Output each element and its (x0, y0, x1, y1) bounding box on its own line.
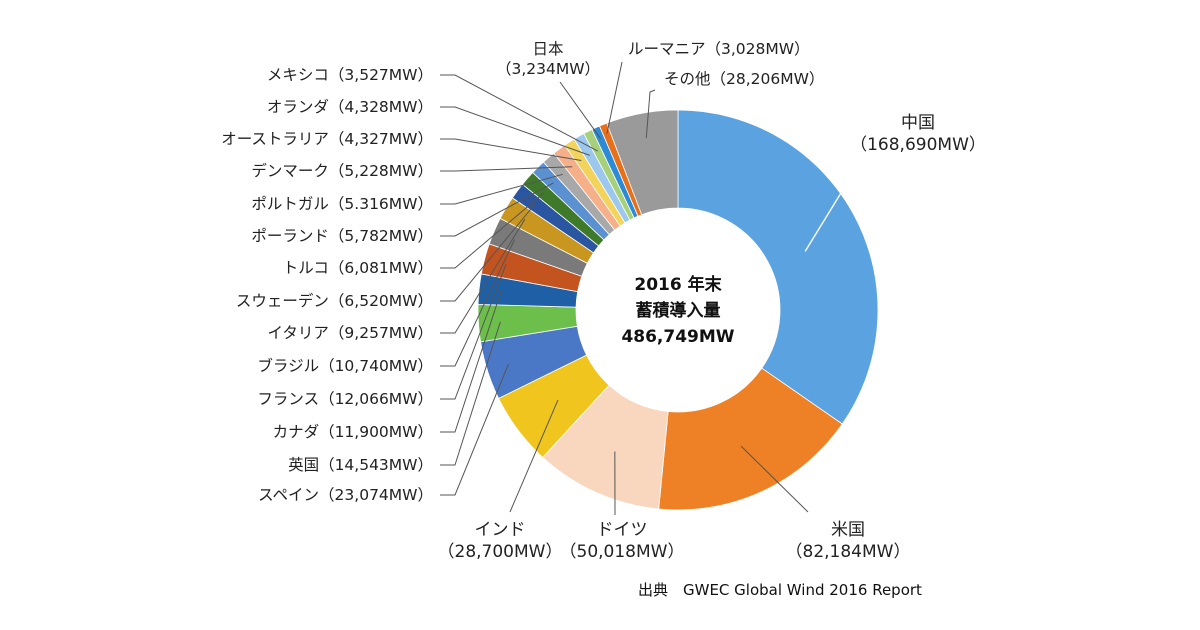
label-left-9: イタリア（9,257MW） (268, 324, 433, 342)
label-left-6: カナダ（11,900MW） (273, 423, 433, 441)
center-title-year: 2016 年末 (634, 274, 722, 295)
leader-left-5 (440, 321, 501, 466)
label-left-8: ブラジル（10,740MW） (257, 356, 433, 375)
label-india-name: インド (475, 520, 526, 540)
center-title-total: 486,749MW (621, 327, 734, 347)
leader-left-6 (440, 291, 502, 433)
label-japan-name: 日本 (532, 40, 563, 58)
source-note: 出典 GWEC Global Wind 2016 Report (638, 581, 922, 599)
label-usa-value: （82,184MW） (786, 542, 911, 562)
chart-labels: 中国（168,690MW） 米国（82,184MW） ドイツ（50,018MW） イン… (221, 40, 986, 562)
label-india-value: （28,700MW） (438, 542, 563, 562)
leader-india (509, 399, 559, 513)
label-left-13: ポルトガル（5.316MW） (251, 195, 433, 213)
leader-left-7 (440, 264, 507, 400)
chart-slices (477, 109, 879, 511)
leader-romania (606, 61, 623, 134)
label-left-12: ポーランド（5,782MW） (251, 227, 433, 245)
donut-slice-1 (658, 367, 843, 511)
leader-left-17 (440, 74, 598, 152)
leader-left-11 (440, 192, 545, 269)
label-left-15: オーストラリア（4,327MW） (221, 130, 433, 148)
donut-slice-20 (606, 109, 679, 216)
label-usa-name: 米国 (831, 520, 865, 540)
label-left-16: オランダ（4,328MW） (267, 98, 433, 116)
leader-japan (559, 81, 602, 139)
label-germany-name: ドイツ (597, 520, 648, 540)
label-left-14: デンマーク（5,228MW） (251, 161, 433, 180)
label-china-name: 中国 (901, 113, 935, 133)
leader-left-15 (440, 138, 582, 162)
donut-slice-0 (677, 109, 879, 425)
leader-left-14 (440, 166, 573, 172)
leader-others (645, 89, 656, 138)
label-china-value: （168,690MW） (850, 135, 986, 155)
leader-left-12 (440, 182, 554, 237)
leader-usa (740, 445, 809, 513)
leader-left-10 (440, 203, 536, 302)
label-japan-value: （3,234MW） (496, 60, 600, 78)
label-germany-value: （50,018MW） (560, 542, 685, 562)
leader-china (804, 161, 861, 252)
leader-lines (440, 61, 861, 516)
label-left-17: メキシコ（3,527MW） (267, 66, 433, 84)
leader-left-8 (440, 239, 515, 367)
label-left-7: フランス（12,066MW） (257, 390, 433, 408)
label-left-4: スペイン（23,074MW） (258, 486, 433, 504)
leader-left-16 (440, 106, 590, 156)
label-others: その他（28,206MW） (664, 70, 824, 88)
label-left-10: スウェーデン（6,520MW） (236, 291, 433, 310)
leader-left-4 (440, 363, 509, 496)
center-title-label: 蓄積導入量 (636, 300, 721, 321)
leader-left-13 (440, 173, 563, 205)
label-left-11: トルコ（6,081MW） (283, 259, 433, 277)
label-romania: ルーマニア（3,028MW） (628, 40, 810, 58)
leader-left-9 (440, 218, 526, 334)
label-left-5: 英国（14,543MW） (288, 456, 433, 474)
